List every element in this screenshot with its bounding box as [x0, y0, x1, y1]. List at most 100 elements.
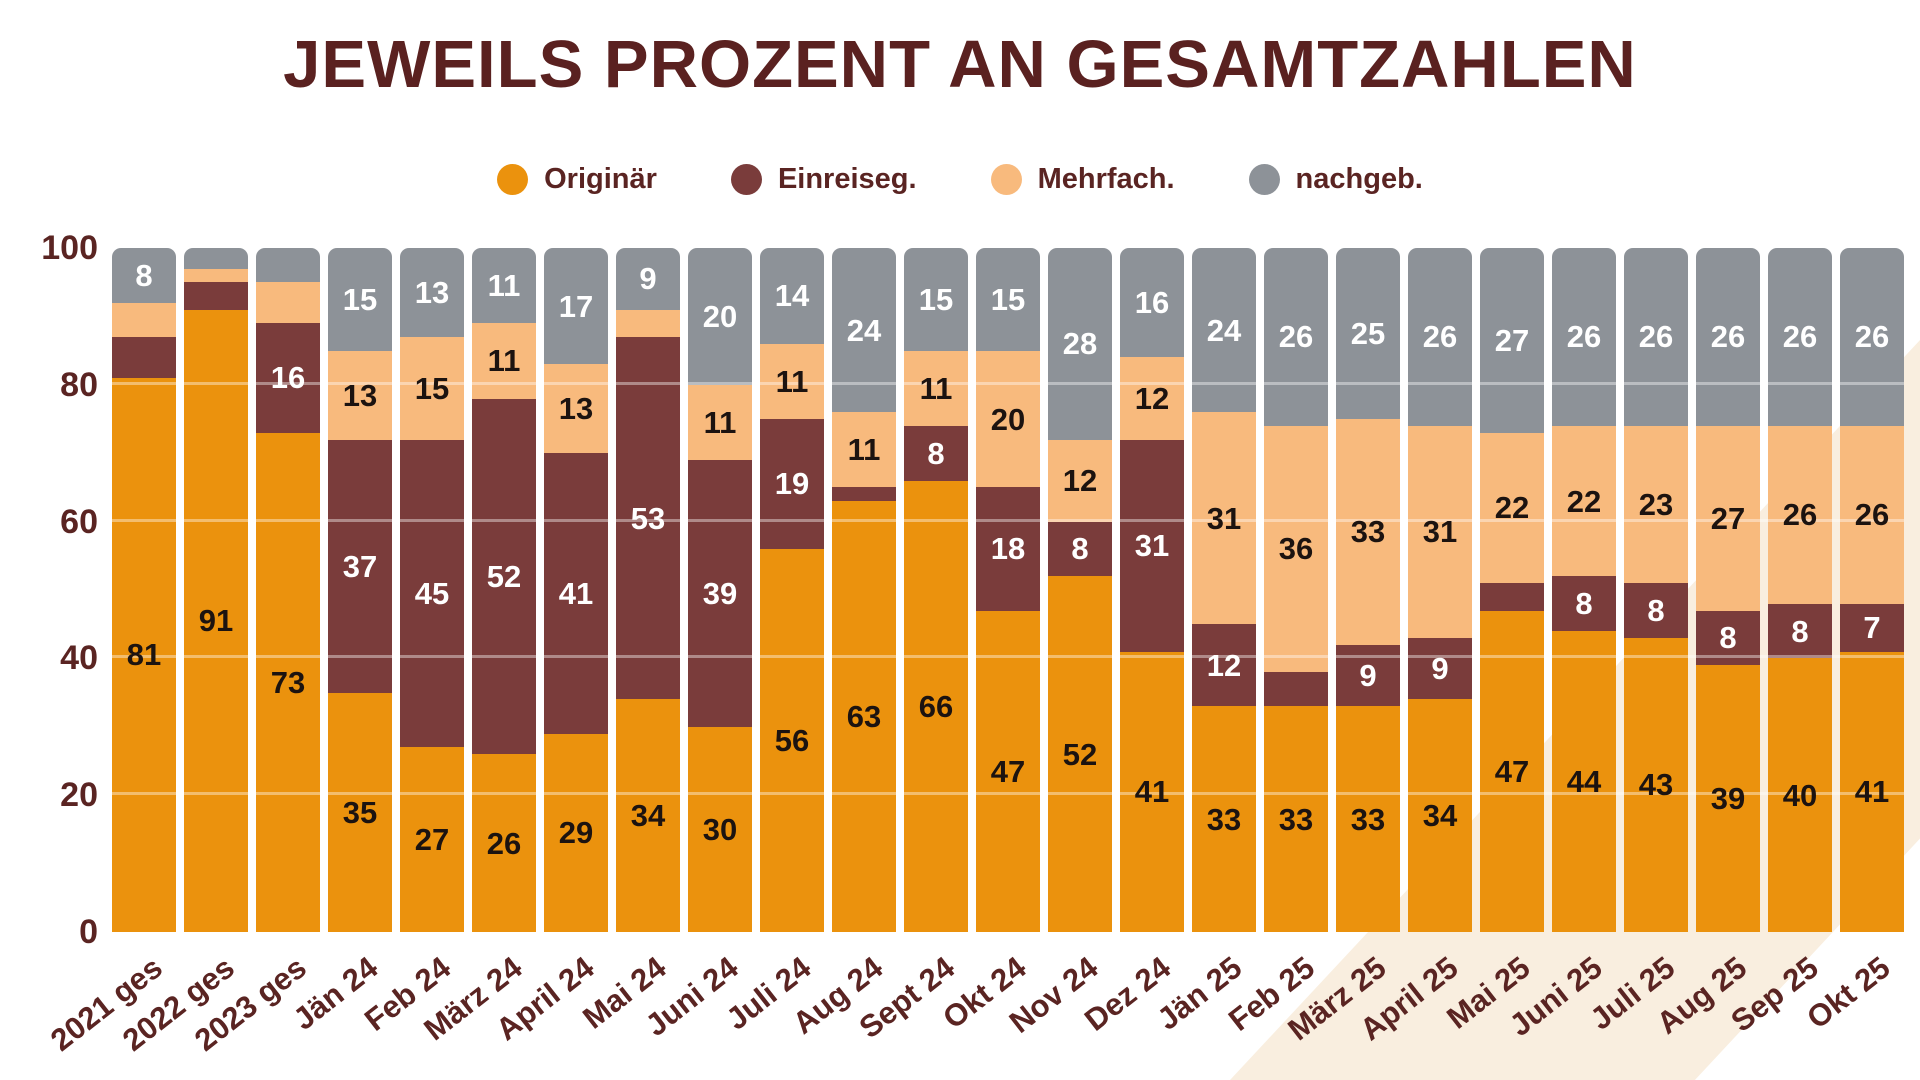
bar-segment-einreiseg: 9 — [1408, 637, 1472, 700]
bar-segment-origin-r: 81 — [112, 377, 176, 932]
bar-segment-einreiseg: 8 — [1696, 610, 1760, 666]
y-tick-label: 20 — [60, 776, 98, 815]
bar-column-2021-ges: 81 8 — [112, 248, 176, 932]
segment-value-label: 31 — [1134, 528, 1170, 564]
bar-segment-einreiseg: 39 — [688, 460, 752, 727]
segment-value-label: 13 — [414, 274, 450, 310]
bar-column-dez-24: 41 31 12 16 — [1120, 248, 1184, 932]
segment-value-label: 19 — [774, 466, 810, 502]
bar-segment-einreiseg: 16 — [256, 323, 320, 433]
segment-value-label: 34 — [630, 798, 666, 834]
bar-segment-origin-r: 56 — [760, 548, 824, 932]
segment-value-label: 24 — [1206, 312, 1242, 348]
legend-item-nachgeb: nachgeb. — [1248, 163, 1423, 196]
segment-value-label: 81 — [126, 637, 162, 673]
segment-value-label: 41 — [1134, 774, 1170, 810]
segment-value-label: 15 — [990, 281, 1026, 317]
segment-value-label: 40 — [1782, 777, 1818, 813]
segment-value-label: 28 — [1062, 326, 1098, 362]
segment-value-label: 47 — [990, 753, 1026, 789]
segment-value-label: 8 — [1791, 613, 1809, 649]
bar-segment-nachgeb: 17 — [544, 248, 608, 365]
segment-value-label: 26 — [1782, 497, 1818, 533]
bar-segment-einreiseg — [832, 487, 896, 502]
bar-column-feb-24: 27 45 15 13 — [400, 248, 464, 932]
bar-segment-mehrfach: 13 — [328, 350, 392, 440]
bar-segment-mehrfach: 22 — [1480, 432, 1544, 584]
segment-value-label: 12 — [1062, 463, 1098, 499]
plot-area: 81 8 91 73 16 35 37 13 15 27 45 15 13 26 52 11 11 29 41 13 1… — [112, 248, 1904, 932]
bar-column-okt-24: 47 18 20 15 — [976, 248, 1040, 932]
segment-value-label: 33 — [1278, 801, 1314, 837]
bar-column-feb-25: 33 36 26 — [1264, 248, 1328, 932]
segment-value-label: 26 — [486, 825, 522, 861]
bar-segment-origin-r: 29 — [544, 733, 608, 932]
bar-column-sep-25: 40 8 26 26 — [1768, 248, 1832, 932]
segment-value-label: 7 — [1863, 610, 1881, 646]
y-tick-label: 80 — [60, 365, 98, 404]
segment-value-label: 26 — [1854, 497, 1890, 533]
bar-segment-nachgeb: 16 — [1120, 248, 1184, 358]
bar-segment-nachgeb: 20 — [688, 248, 752, 385]
bar-column-m-rz-25: 33 9 33 25 — [1336, 248, 1400, 932]
y-tick-label: 60 — [60, 502, 98, 541]
segment-value-label: 43 — [1638, 767, 1674, 803]
segment-value-label: 12 — [1134, 380, 1170, 416]
segment-value-label: 9 — [639, 261, 657, 297]
segment-value-label: 29 — [558, 815, 594, 851]
bar-segment-origin-r: 39 — [1696, 665, 1760, 932]
bar-segment-einreiseg — [1480, 583, 1544, 611]
bar-segment-nachgeb: 26 — [1624, 248, 1688, 426]
bar-segment-origin-r: 43 — [1624, 637, 1688, 932]
bar-segment-einreiseg: 52 — [472, 398, 536, 755]
segment-value-label: 26 — [1422, 319, 1458, 355]
segment-value-label: 33 — [1206, 801, 1242, 837]
bar-segment-mehrfach: 20 — [976, 350, 1040, 488]
bar-segment-nachgeb: 11 — [472, 248, 536, 324]
bar-segment-origin-r: 47 — [976, 610, 1040, 932]
segment-value-label: 15 — [918, 281, 954, 317]
bar-segment-nachgeb — [256, 248, 320, 283]
segment-value-label: 26 — [1854, 319, 1890, 355]
bar-segment-einreiseg: 7 — [1840, 603, 1904, 652]
segment-value-label: 63 — [846, 699, 882, 735]
bar-segment-origin-r: 91 — [184, 309, 248, 932]
bar-segment-origin-r: 34 — [1408, 699, 1472, 932]
bar-segment-einreiseg: 19 — [760, 419, 824, 549]
legend-swatch-mehrfach — [990, 164, 1022, 195]
segment-value-label: 22 — [1566, 483, 1602, 519]
bar-segment-einreiseg: 8 — [1768, 603, 1832, 659]
segment-value-label: 11 — [487, 343, 521, 379]
segment-value-label: 26 — [1782, 319, 1818, 355]
bar-segment-origin-r: 63 — [832, 501, 896, 932]
bar-segment-einreiseg: 31 — [1120, 439, 1184, 652]
bar-segment-origin-r: 41 — [1120, 651, 1184, 932]
bar-column-mai-24: 34 53 9 — [616, 248, 680, 932]
segment-value-label: 15 — [342, 281, 378, 317]
segment-value-label: 47 — [1494, 753, 1530, 789]
bar-segment-mehrfach: 33 — [1336, 419, 1400, 645]
segment-value-label: 27 — [1494, 322, 1530, 358]
bar-segment-mehrfach: 11 — [832, 412, 896, 488]
segment-value-label: 23 — [1638, 487, 1674, 523]
segment-value-label: 33 — [1350, 801, 1386, 837]
bar-segment-mehrfach: 23 — [1624, 425, 1688, 584]
bar-segment-einreiseg: 8 — [1552, 576, 1616, 632]
segment-value-label: 41 — [1854, 774, 1890, 810]
bar-segment-nachgeb: 26 — [1552, 248, 1616, 426]
bar-segment-nachgeb: 8 — [112, 248, 176, 303]
segment-value-label: 13 — [558, 391, 594, 427]
bar-column-2022-ges: 91 — [184, 248, 248, 932]
bar-segment-einreiseg — [184, 282, 248, 310]
bar-segment-einreiseg: 45 — [400, 439, 464, 748]
segment-value-label: 52 — [486, 558, 522, 594]
segment-value-label: 8 — [135, 257, 153, 293]
bar-column-okt-25: 41 7 26 26 — [1840, 248, 1904, 932]
x-tick-label: Okt 25 — [1800, 949, 1897, 1036]
bar-segment-mehrfach: 15 — [400, 336, 464, 440]
segment-value-label: 34 — [1422, 798, 1458, 834]
segment-value-label: 11 — [703, 404, 737, 440]
bar-segment-mehrfach: 26 — [1840, 425, 1904, 604]
bar-segment-einreiseg: 18 — [976, 487, 1040, 611]
